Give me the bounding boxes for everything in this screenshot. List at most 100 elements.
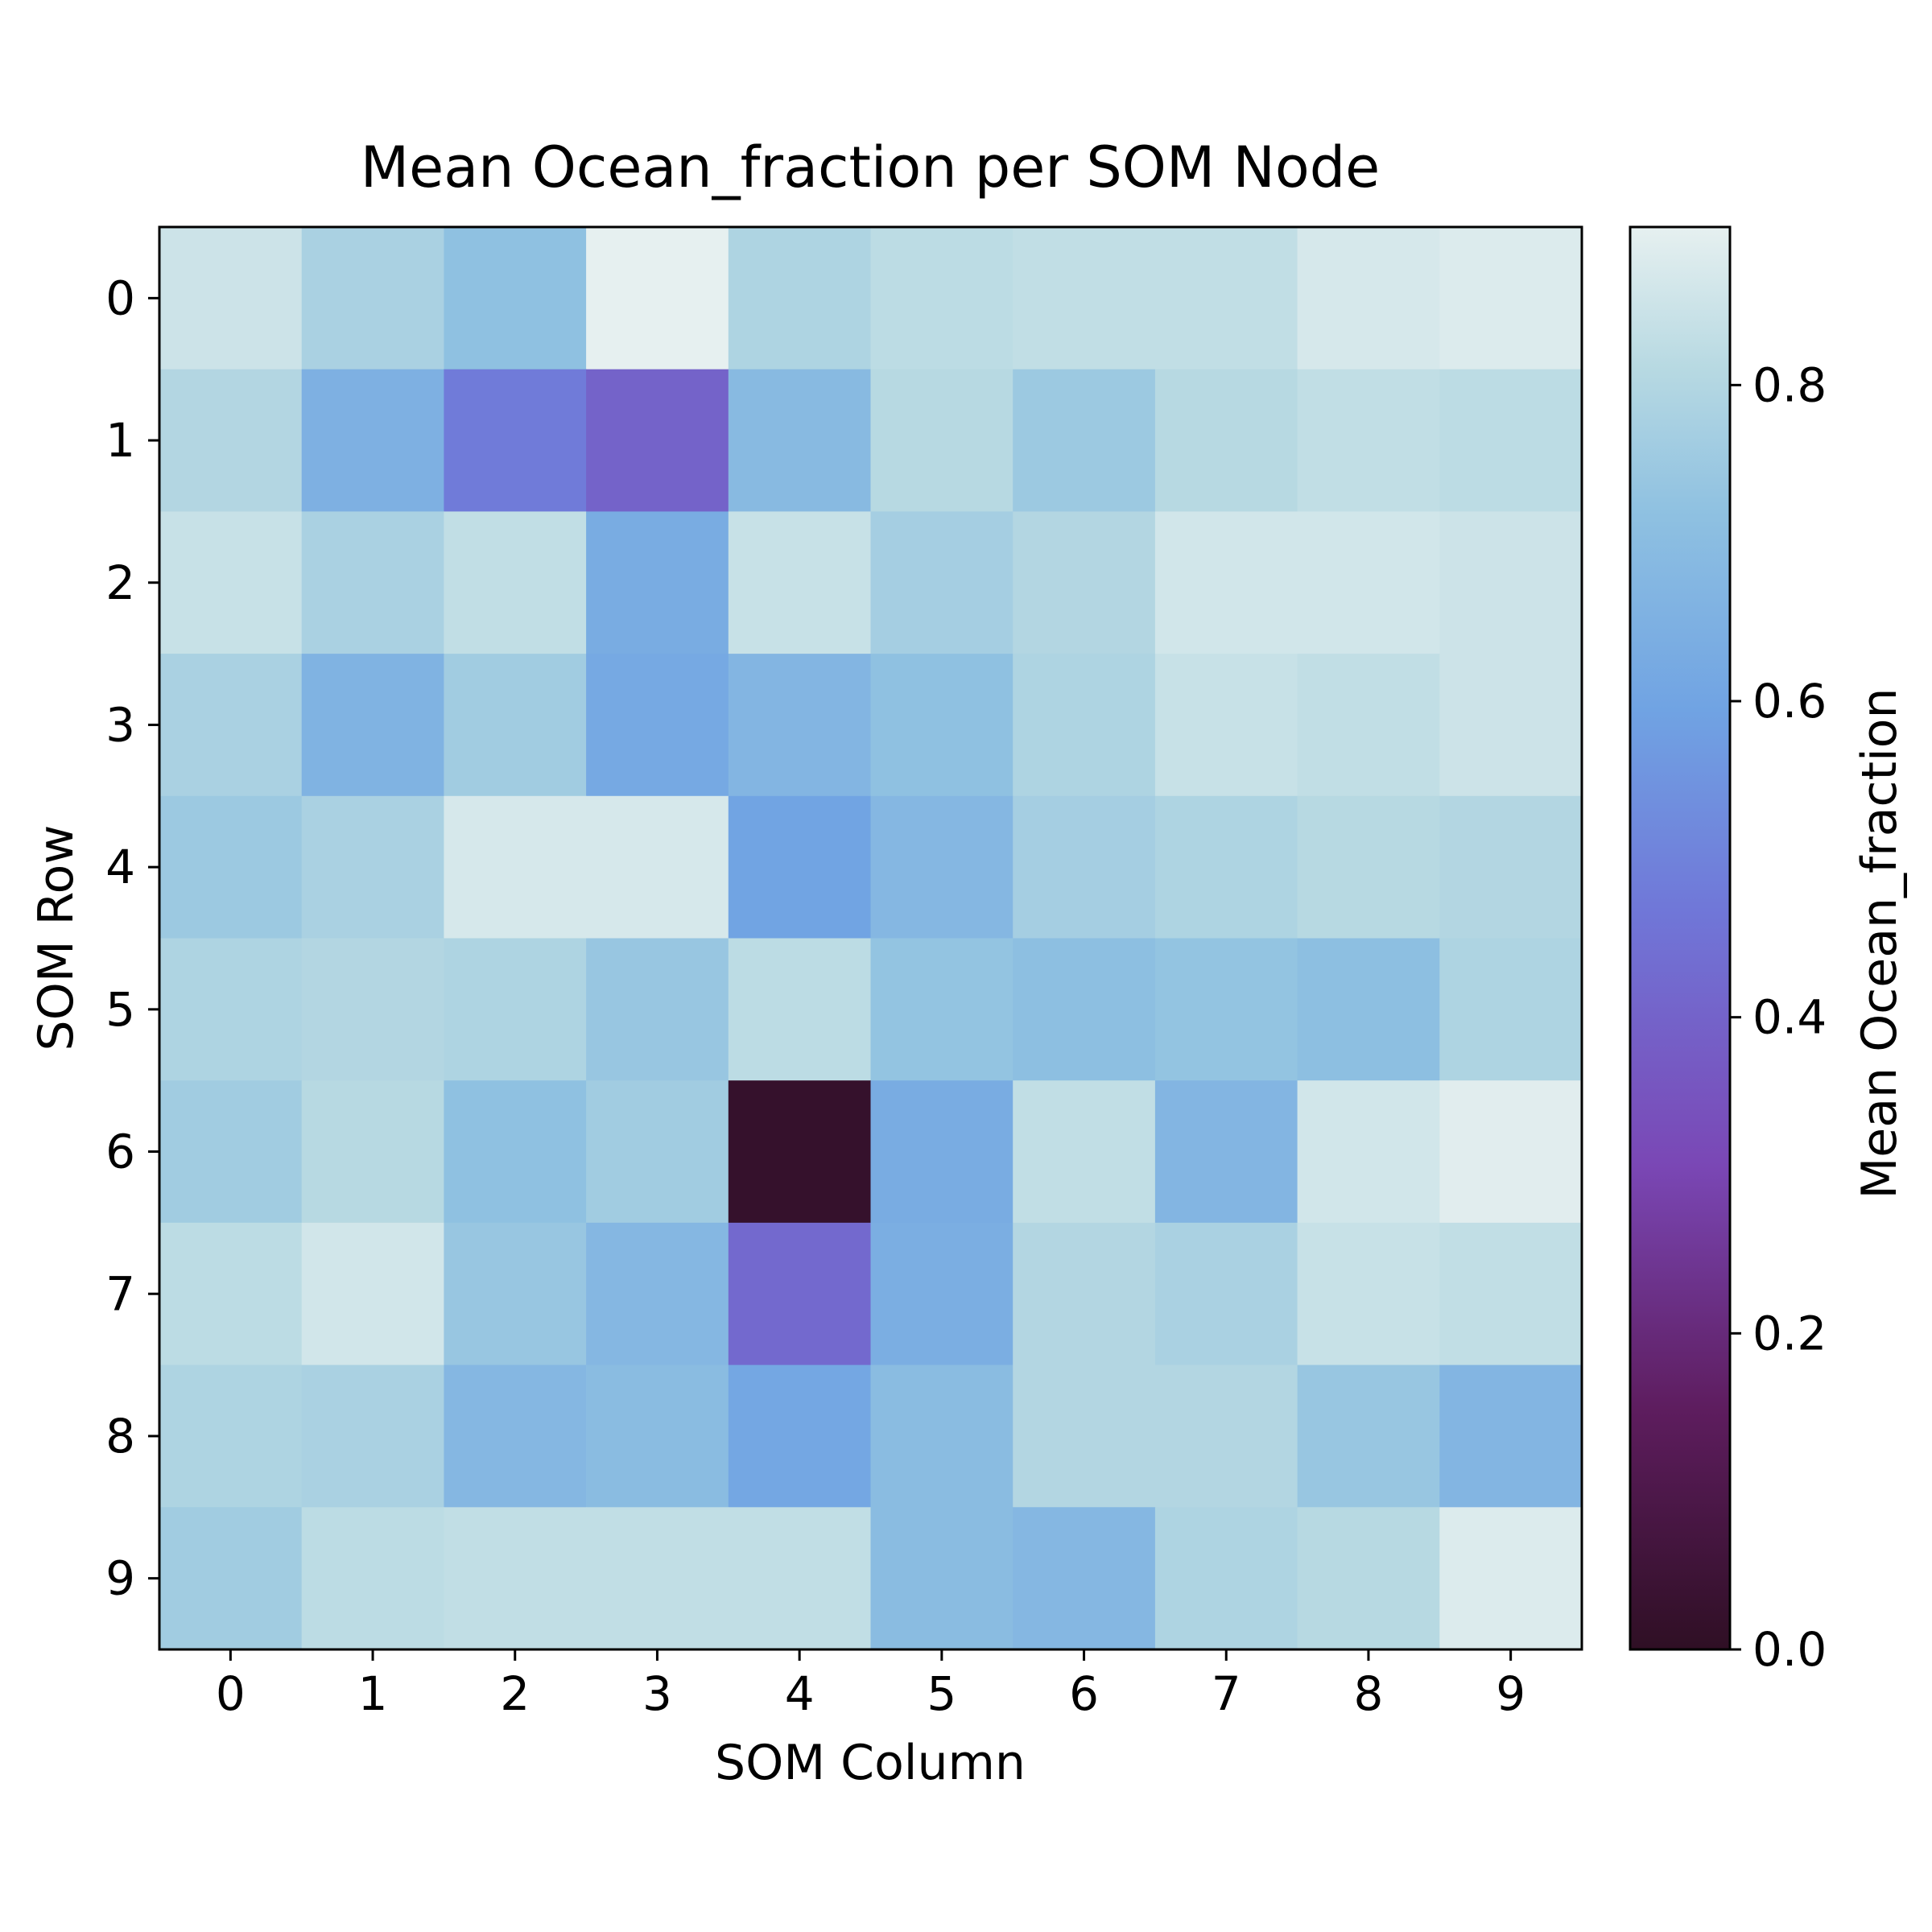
heatmap-cell-r5-c3 [586,938,729,1081]
heatmap-cell-r7-c3 [586,1222,729,1366]
heatmap-cell-r5-c7 [1154,938,1298,1081]
y-tick-label: 4 [105,840,135,894]
heatmap-cell-r3-c4 [728,654,871,797]
heatmap-cell-r8-c5 [870,1364,1013,1508]
x-tick-label: 3 [642,1666,672,1721]
colorbar-tick-label: 0.2 [1752,1306,1827,1360]
heatmap-cell-r4-c6 [1013,795,1156,939]
plot-frame [158,225,1583,1651]
y-tick-label: 8 [105,1409,135,1463]
heatmap-cell-r5-c8 [1297,938,1440,1081]
colorbar-tick-label: 0.8 [1752,357,1827,412]
heatmap-cell-r2-c6 [1013,511,1156,654]
x-tick-label: 4 [785,1666,815,1721]
heatmap-cell-r8-c3 [586,1364,729,1508]
heatmap-cell-r4-c4 [728,795,871,939]
heatmap-cell-r1-c5 [870,369,1013,512]
colorbar-label: Mean Ocean_fraction [1852,688,1908,1199]
heatmap-cell-r1-c6 [1013,369,1156,512]
heatmap-cell-r6-c3 [586,1080,729,1224]
heatmap-cell-r1-c4 [728,369,871,512]
heatmap-cell-r3-c3 [586,654,729,797]
heatmap-cell-r5-c9 [1439,938,1583,1081]
heatmap-cell-r3-c1 [301,654,444,797]
heatmap-cell-r9-c6 [1013,1507,1156,1650]
heatmap-cell-r1-c0 [159,369,303,512]
heatmap-cell-r7-c4 [728,1222,871,1366]
heatmap-cell-r2-c7 [1154,511,1298,654]
heatmap-cell-r0-c6 [1013,227,1156,370]
heatmap-cell-r9-c5 [870,1507,1013,1650]
heatmap-cell-r4-c5 [870,795,1013,939]
heatmap-cell-r6-c0 [159,1080,303,1224]
colorbar-tick-label: 0.4 [1752,990,1827,1045]
heatmap-cell-r7-c5 [870,1222,1013,1366]
heatmap-cell-r5-c6 [1013,938,1156,1081]
heatmap-cell-r4-c2 [444,795,587,939]
heatmap-cell-r2-c0 [159,511,303,654]
x-tick-label: 7 [1212,1666,1241,1721]
heatmap-cell-r2-c8 [1297,511,1440,654]
heatmap-cell-r2-c2 [444,511,587,654]
heatmap-cell-r2-c9 [1439,511,1583,654]
heatmap-cell-r3-c6 [1013,654,1156,797]
heatmap-cell-r9-c8 [1297,1507,1440,1650]
heatmap-cell-r2-c4 [728,511,871,654]
heatmap-cell-r3-c2 [444,654,587,797]
heatmap-cell-r4-c1 [301,795,444,939]
heatmap-cell-r2-c1 [301,511,444,654]
colorbar [1630,227,1730,1649]
heatmap-cell-r4-c3 [586,795,729,939]
heatmap-cell-r5-c4 [728,938,871,1081]
heatmap-cell-r6-c6 [1013,1080,1156,1224]
x-tick-label: 5 [927,1666,956,1721]
heatmap-cell-r9-c9 [1439,1507,1583,1650]
heatmap-cell-r1-c9 [1439,369,1583,512]
x-axis: 0 1 2 3 4 5 6 7 8 9 [216,1649,1525,1721]
heatmap-cell-r4-c8 [1297,795,1440,939]
chart-title: Mean Ocean_fraction per SOM Node [361,134,1380,200]
heatmap-cell-r8-c0 [159,1364,303,1508]
y-axis-label: SOM Row [28,825,85,1051]
colorbar-axis: 0.0 0.2 0.4 0.6 0.8 [1730,357,1827,1677]
heatmap-cell-r5-c2 [444,938,587,1081]
y-tick-label: 9 [105,1551,135,1606]
heatmap-cell-r6-c2 [444,1080,587,1224]
heatmap-cell-r6-c1 [301,1080,444,1224]
x-tick-label: 9 [1496,1666,1525,1721]
heatmap-cell-r1-c1 [301,369,444,512]
heatmap-cell-r0-c5 [870,227,1013,370]
heatmap-cell-r2-c3 [586,511,729,654]
y-tick-label: 7 [105,1266,135,1321]
colorbar-tick-label: 0.6 [1752,674,1827,729]
heatmap-cell-r0-c9 [1439,227,1583,370]
heatmap-cell-r9-c1 [301,1507,444,1650]
heatmap-cell-r6-c8 [1297,1080,1440,1224]
heatmap-cell-r8-c7 [1154,1364,1298,1508]
heatmap-cell-r3-c5 [870,654,1013,797]
heatmap-cell-r3-c0 [159,654,303,797]
heatmap-cell-r7-c2 [444,1222,587,1366]
heatmap-cell-r8-c9 [1439,1364,1583,1508]
heatmap-cell-r4-c0 [159,795,303,939]
x-tick-label: 8 [1353,1666,1383,1721]
y-axis: 0 1 2 3 4 5 6 7 8 9 [105,270,159,1606]
heatmap-cell-r8-c1 [301,1364,444,1508]
heatmap-cell-r3-c8 [1297,654,1440,797]
heatmap-cell-r1-c3 [586,369,729,512]
heatmap-cell-r8-c4 [728,1364,871,1508]
x-tick-label: 1 [358,1666,388,1721]
heatmap-cell-r0-c7 [1154,227,1298,370]
heatmap-cell-r0-c8 [1297,227,1440,370]
y-tick-label: 2 [105,555,135,610]
heatmap-cell-r8-c6 [1013,1364,1156,1508]
y-tick-label: 1 [105,413,135,468]
y-tick-label: 0 [105,270,135,325]
heatmap-cell-r1-c8 [1297,369,1440,512]
y-tick-label: 5 [105,982,135,1037]
heatmap-cell-r9-c4 [728,1507,871,1650]
heatmap-cell-r7-c0 [159,1222,303,1366]
colorbar-tick-label: 0.0 [1752,1622,1827,1677]
y-tick-label: 6 [105,1125,135,1179]
